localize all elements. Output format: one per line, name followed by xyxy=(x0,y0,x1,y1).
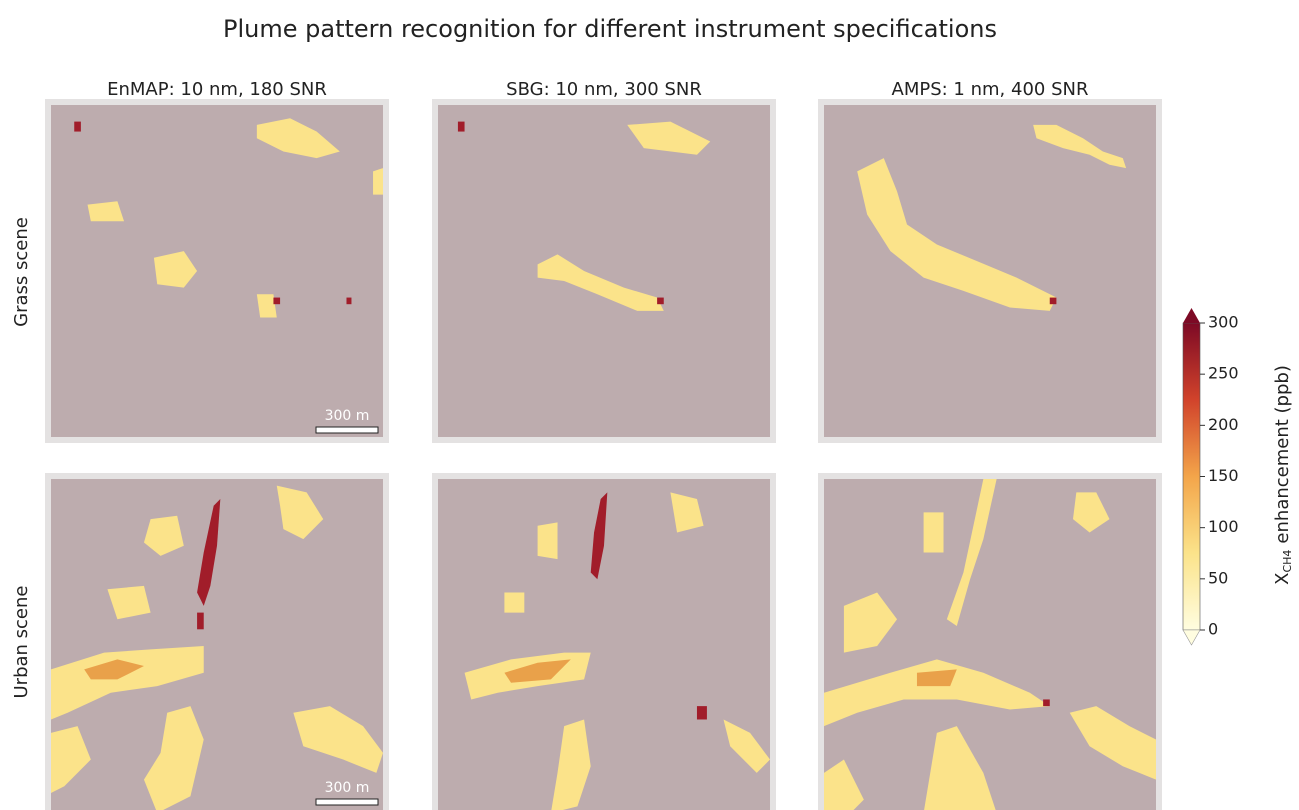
colorbar-subscript: CH4 xyxy=(1281,550,1294,573)
plume-map xyxy=(457,121,711,311)
plume-map xyxy=(464,492,770,810)
colorbar-title: XCH4 enhancement (ppb) xyxy=(1272,365,1294,585)
colorbar-tick-label: 200 xyxy=(1208,415,1239,434)
colorbar-extend xyxy=(1182,629,1201,646)
colorbar-extend xyxy=(1183,308,1200,323)
colorbar-tick-label: 50 xyxy=(1208,568,1228,587)
colorbar-symbol: X xyxy=(1272,573,1293,585)
scale-bar xyxy=(315,426,379,434)
column-title: SBG: 10 nm, 300 SNR xyxy=(506,79,702,100)
colorbar-tick-label: 300 xyxy=(1208,313,1239,332)
column-title: AMPS: 1 nm, 400 SNR xyxy=(892,79,1089,100)
figure-title: Plume pattern recognition for different … xyxy=(223,15,997,43)
colorbar-gradient xyxy=(1182,322,1201,631)
plume-map xyxy=(51,485,383,810)
colorbar-tick-label: 100 xyxy=(1208,517,1239,536)
scale-bar xyxy=(315,798,379,806)
row-label: Urban scene xyxy=(11,586,32,699)
plume-map xyxy=(74,118,383,318)
colorbar-tick-label: 0 xyxy=(1208,620,1218,639)
scale-bar-label: 300 m xyxy=(325,408,370,424)
column-title: EnMAP: 10 nm, 180 SNR xyxy=(107,79,327,100)
colorbar-tick-label: 150 xyxy=(1208,466,1239,485)
plume-map xyxy=(824,479,1156,810)
panels: 300 m 300 m xyxy=(45,99,1162,810)
row-label: Grass scene xyxy=(11,217,32,327)
scale-bar-label: 300 m xyxy=(325,780,370,796)
colorbar-tick-label: 250 xyxy=(1208,364,1239,383)
panel xyxy=(432,99,776,443)
colorbar-label: enhancement (ppb) xyxy=(1272,365,1293,543)
panel xyxy=(45,99,389,443)
plume-map xyxy=(857,124,1127,311)
colorbar: XCH4 enhancement (ppb) 0 50 100 150 200 250 300 xyxy=(1182,308,1294,646)
